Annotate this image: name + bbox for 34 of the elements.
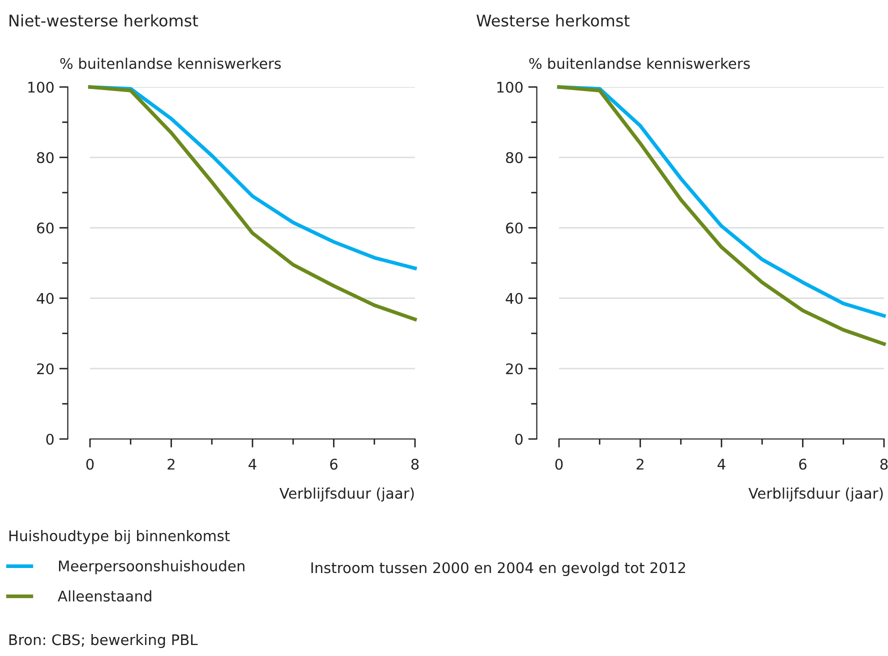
x-axis-title: Verblijfsduur (jaar)	[748, 488, 883, 502]
legend-title: Huishoudtype bij binnenkomst	[9, 530, 230, 544]
y-tick-label: 40	[36, 292, 54, 304]
chart-title: Westerse herkomst	[476, 14, 630, 27]
y-tick-label: 80	[37, 152, 54, 164]
y-tick-label: 60	[37, 222, 54, 234]
y-tick-label: 20	[506, 363, 523, 374]
line-series	[88, 85, 417, 322]
y-axis-title: % buitenlandse kenniswerkers	[529, 58, 750, 70]
x-tick-label: 0	[86, 458, 94, 470]
chart-title: Niet-westerse herkomst	[10, 14, 198, 27]
y-tick-label: 100	[28, 82, 54, 93]
y-tick-label: 40	[506, 292, 523, 304]
x-tick-label: 8	[880, 458, 888, 470]
legend-label: Alleenstaand	[58, 590, 152, 602]
x-tick-label: 6	[330, 458, 338, 470]
x-tick-label: 2	[168, 458, 174, 470]
y-tick-label: 60	[506, 222, 523, 234]
y-tick-label: 0	[46, 434, 54, 445]
y-tick-label: 20	[37, 363, 54, 374]
y-tick-label: 100	[497, 82, 523, 93]
y-axis-title: % buitenlandse kenniswerkers	[60, 58, 281, 70]
y-tick-label: 80	[506, 152, 523, 164]
text: Bron: CBS; bewerking PBL	[9, 634, 198, 648]
y-tick-label: 0	[515, 434, 523, 445]
text: Instroom tussen 2000 en 2004 en gevolgd tot 2012	[311, 562, 686, 576]
x-tick-label: 8	[411, 458, 419, 470]
x-tick-label: 4	[718, 458, 726, 470]
legend-label: Meerpersoonshuishouden	[59, 560, 244, 574]
x-tick-label: 4	[248, 458, 256, 470]
x-tick-label: 0	[555, 458, 563, 470]
x-axis-title: Verblijfsduur (jaar)	[279, 488, 414, 502]
x-tick-label: 2	[636, 458, 644, 470]
x-tick-label: 6	[799, 458, 806, 470]
